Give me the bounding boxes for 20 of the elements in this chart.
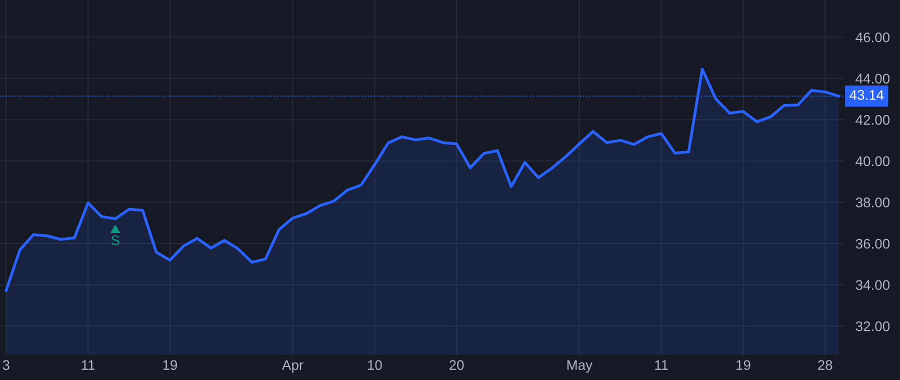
x-tick-label: Apr bbox=[282, 360, 304, 373]
x-tick-label: 20 bbox=[450, 360, 464, 370]
x-tick-label: May bbox=[567, 360, 592, 373]
x-tick-label: 10 bbox=[368, 360, 382, 370]
y-tick-label: 46.00 bbox=[856, 32, 890, 42]
x-tick-label: 11 bbox=[655, 360, 668, 370]
y-tick-label: 36.00 bbox=[856, 238, 890, 249]
y-tick-label: 44.00 bbox=[856, 74, 890, 84]
x-tick-label: 3 bbox=[2, 360, 10, 370]
x-tick-label: 11 bbox=[82, 360, 95, 370]
y-tick-label: 42.00 bbox=[856, 115, 890, 125]
ref-line-label: 43.14 bbox=[850, 90, 884, 100]
y-tick-label: 34.00 bbox=[856, 280, 890, 290]
y-tick-label: 32.00 bbox=[856, 321, 890, 332]
x-tick-label: 28 bbox=[818, 360, 832, 370]
x-tick-label: 19 bbox=[736, 360, 750, 370]
y-tick-label: 38.00 bbox=[856, 198, 890, 208]
annotation: S bbox=[111, 235, 120, 246]
y-tick-label: 40.00 bbox=[856, 156, 890, 166]
x-tick-label: 19 bbox=[163, 360, 177, 370]
